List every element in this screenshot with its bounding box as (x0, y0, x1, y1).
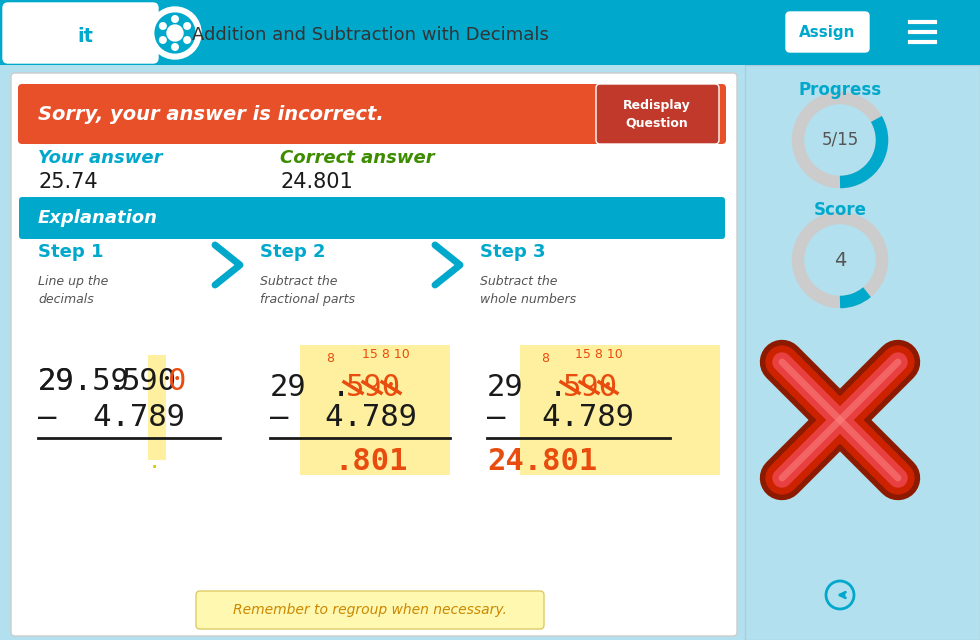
FancyBboxPatch shape (148, 355, 166, 460)
Text: –  4.789: – 4.789 (38, 403, 185, 433)
Text: 15 8 10: 15 8 10 (575, 349, 622, 362)
Text: Correct answer: Correct answer (280, 149, 434, 167)
Circle shape (171, 15, 179, 23)
Text: Score: Score (813, 201, 866, 219)
Text: 25.74: 25.74 (38, 172, 98, 192)
Text: Step 3: Step 3 (480, 243, 546, 261)
Circle shape (159, 22, 167, 30)
Text: it: it (77, 28, 93, 47)
Text: Progress: Progress (799, 81, 882, 99)
Text: 29: 29 (270, 372, 307, 401)
Circle shape (183, 22, 191, 30)
FancyBboxPatch shape (3, 3, 158, 63)
Text: Redisplay
Question: Redisplay Question (623, 99, 691, 129)
Circle shape (71, 22, 99, 50)
Text: 29: 29 (487, 372, 523, 401)
Text: 24.801: 24.801 (487, 447, 597, 477)
Circle shape (183, 36, 191, 44)
Text: Step 1: Step 1 (38, 243, 104, 261)
Text: 8: 8 (541, 351, 549, 365)
Text: Subtract the
whole numbers: Subtract the whole numbers (480, 275, 576, 306)
Text: 24.801: 24.801 (280, 172, 353, 192)
Text: Your answer: Your answer (38, 149, 163, 167)
Text: 8: 8 (326, 351, 334, 365)
Text: Subtract the
fractional parts: Subtract the fractional parts (260, 275, 355, 306)
FancyBboxPatch shape (0, 65, 980, 77)
FancyBboxPatch shape (745, 65, 980, 640)
FancyBboxPatch shape (520, 345, 720, 475)
Text: Step 2: Step 2 (260, 243, 325, 261)
Text: 29: 29 (38, 367, 74, 397)
Text: ikno: ikno (18, 27, 72, 47)
Text: Assign: Assign (799, 26, 856, 40)
FancyBboxPatch shape (0, 0, 980, 65)
Circle shape (159, 36, 167, 44)
Text: Explanation: Explanation (38, 209, 158, 227)
Text: .: . (332, 372, 351, 401)
Text: 590: 590 (563, 372, 618, 401)
Text: 590: 590 (346, 372, 401, 401)
FancyBboxPatch shape (18, 84, 726, 144)
Text: Addition and Subtraction with Decimals: Addition and Subtraction with Decimals (191, 26, 549, 44)
FancyBboxPatch shape (300, 345, 450, 475)
Text: 29.59: 29.59 (38, 367, 130, 397)
Text: .: . (148, 452, 162, 472)
Circle shape (167, 25, 183, 41)
Text: –  4.789: – 4.789 (487, 403, 634, 433)
Text: –  4.789: – 4.789 (270, 403, 417, 433)
Text: 5/15: 5/15 (821, 131, 858, 149)
Text: Line up the
decimals: Line up the decimals (38, 275, 109, 306)
Text: .801: .801 (334, 447, 408, 477)
Text: 15 8 10: 15 8 10 (362, 349, 410, 362)
FancyBboxPatch shape (596, 84, 719, 144)
Text: 590: 590 (122, 367, 177, 397)
Text: Sorry, your answer is incorrect.: Sorry, your answer is incorrect. (38, 104, 384, 124)
FancyBboxPatch shape (11, 73, 737, 636)
FancyBboxPatch shape (196, 591, 544, 629)
Circle shape (153, 11, 197, 55)
Text: 4: 4 (834, 250, 846, 269)
Text: .: . (108, 367, 126, 397)
Text: Remember to regroup when necessary.: Remember to regroup when necessary. (233, 603, 507, 617)
Text: .: . (549, 372, 567, 401)
FancyBboxPatch shape (786, 12, 869, 52)
Text: 0: 0 (168, 367, 186, 397)
Circle shape (149, 7, 201, 59)
Circle shape (171, 43, 179, 51)
FancyBboxPatch shape (19, 197, 725, 239)
